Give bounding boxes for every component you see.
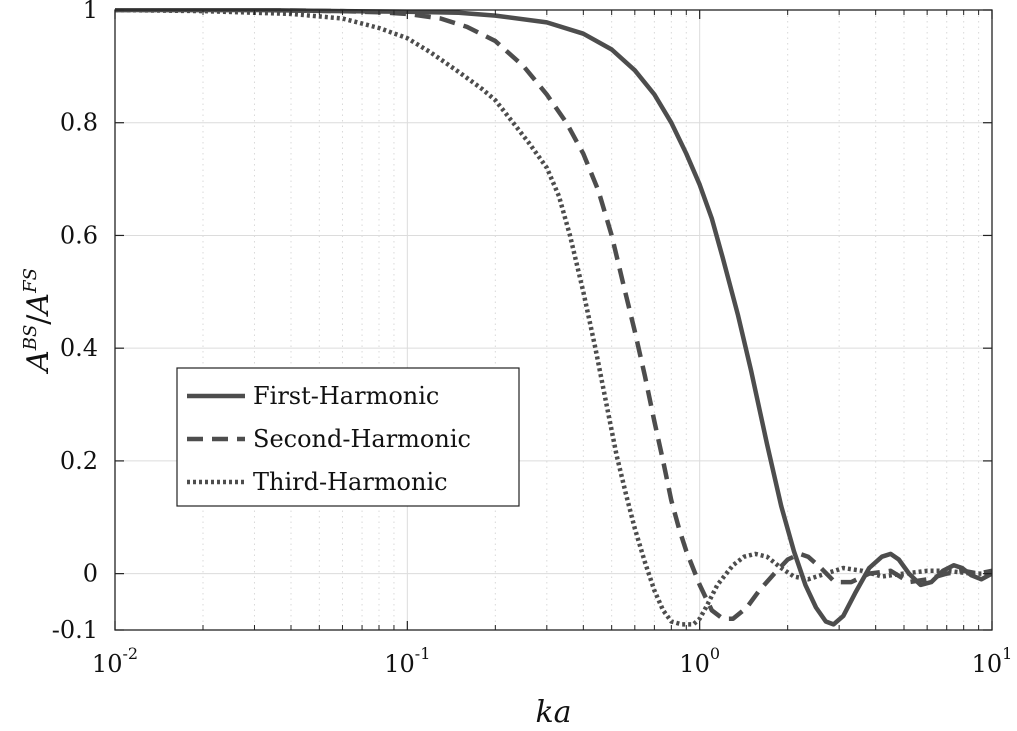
y-tick-label: -0.1 bbox=[52, 616, 98, 644]
y-label-superscript: FS bbox=[20, 268, 41, 294]
series-layer bbox=[115, 8, 992, 627]
x-tick-base: 10 bbox=[972, 650, 1003, 678]
x-tick-label: 100 bbox=[679, 644, 720, 678]
x-tick-exponent: 0 bbox=[710, 644, 720, 663]
legend-label: First-Harmonic bbox=[253, 382, 439, 410]
legend-box bbox=[176, 367, 520, 507]
plot-frame bbox=[114, 9, 993, 631]
legend: First-Harmonic Second-Harmonic Third-Harmo… bbox=[176, 367, 520, 507]
x-tick-exponent: 1 bbox=[1002, 644, 1012, 663]
y-tick-label: 0 bbox=[83, 560, 98, 588]
x-tick-label: 10-1 bbox=[384, 644, 430, 678]
legend-label: Second-Harmonic bbox=[253, 425, 471, 453]
y-label-base: A bbox=[21, 350, 56, 375]
x-tick-base: 10 bbox=[384, 650, 415, 678]
series-line-second-harmonic bbox=[115, 8, 992, 621]
y-tick-label: 0.8 bbox=[60, 109, 98, 137]
x-tick-label: 101 bbox=[972, 644, 1013, 678]
y-tick-label: 0.2 bbox=[60, 447, 98, 475]
x-tick-label: 10-2 bbox=[92, 644, 138, 678]
y-axis-label: ABS/AFS bbox=[20, 268, 56, 375]
series-line-first-harmonic bbox=[115, 8, 992, 627]
x-tick-exponent: -2 bbox=[122, 644, 138, 663]
y-label-superscript: BS bbox=[20, 325, 41, 352]
x-axis-label: ka bbox=[535, 695, 571, 730]
y-tick-label: 1 bbox=[83, 0, 98, 24]
y-label-separator: / bbox=[21, 314, 56, 325]
x-tick-exponent: -1 bbox=[415, 644, 431, 663]
grid bbox=[114, 9, 993, 631]
y-tick-label: 0.6 bbox=[60, 221, 98, 249]
y-label-base: A bbox=[21, 293, 56, 318]
y-tick-label: 0.4 bbox=[60, 334, 98, 362]
x-tick-base: 10 bbox=[679, 650, 710, 678]
series-line-third-harmonic bbox=[115, 8, 992, 627]
legend-label: Third-Harmonic bbox=[253, 468, 448, 496]
x-tick-base: 10 bbox=[92, 650, 123, 678]
